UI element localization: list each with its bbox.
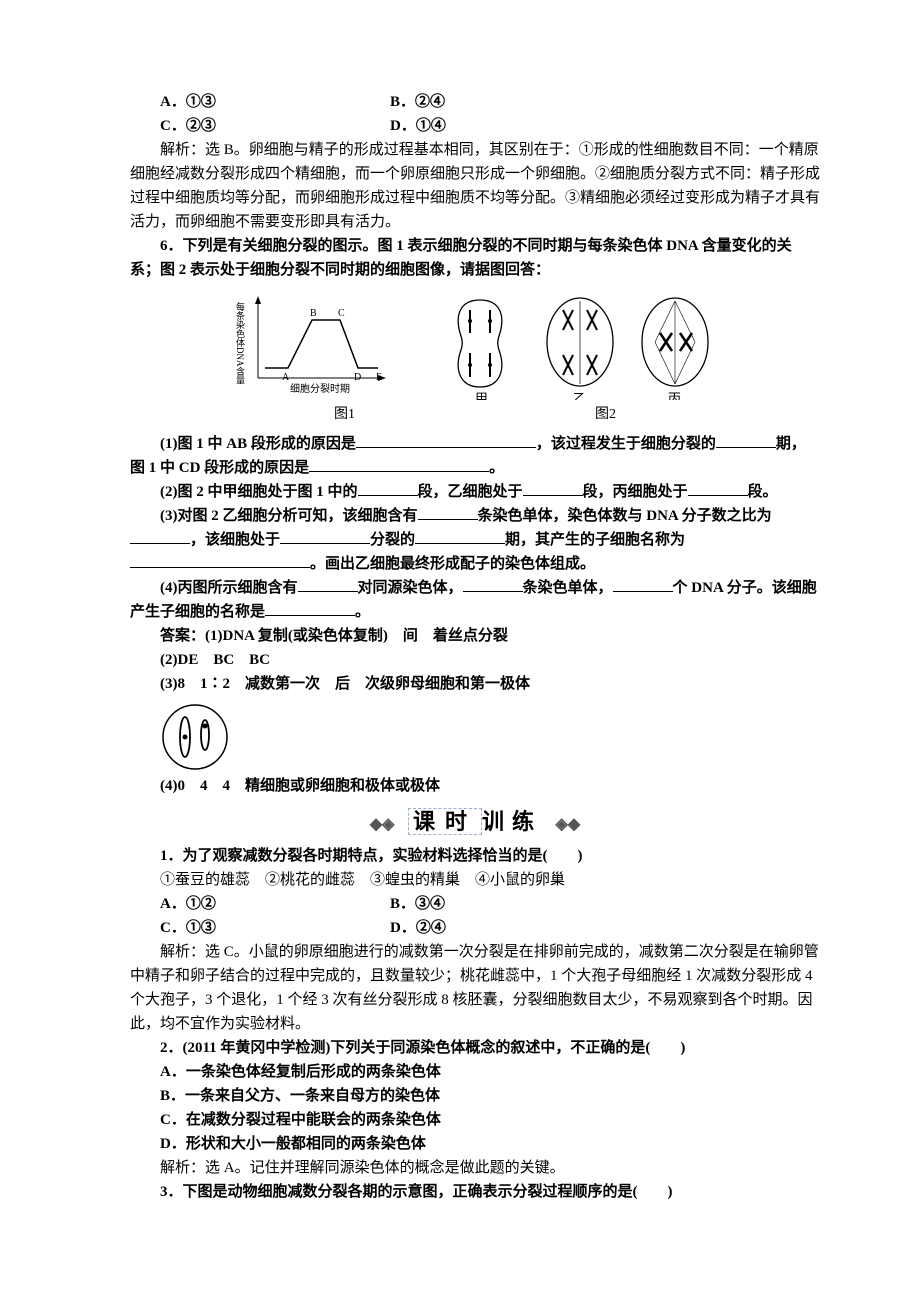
t: ，该过程发生于细胞分裂的	[536, 436, 716, 452]
figure-captions: 图1 图2	[130, 404, 820, 426]
title-boxed: 课时	[408, 808, 482, 835]
blank	[298, 576, 358, 592]
q1-A: A．①②	[130, 892, 390, 916]
t: 段，丙细胞处于	[583, 484, 688, 500]
svg-text:丙: 丙	[668, 391, 681, 400]
blank	[463, 576, 523, 592]
optD: D．①④	[390, 114, 446, 138]
t: 分裂的	[370, 532, 415, 548]
blank	[688, 480, 748, 496]
svg-text:C: C	[338, 308, 345, 319]
blank	[130, 552, 310, 568]
figure2-cells: 甲 乙 丙	[440, 290, 720, 400]
t: 段。	[748, 484, 778, 500]
section-title: ◆◈ 课时训练 ◈◆	[130, 804, 820, 839]
q1-stem: 1．为了观察减数分裂各时期特点，实验材料选择恰当的是( )	[130, 844, 820, 868]
q2-A: A．一条染色体经复制后形成的两条染色体	[130, 1060, 820, 1084]
q3-stem: 3．下图是动物细胞减数分裂各期的示意图，正确表示分裂过程顺序的是( )	[130, 1180, 820, 1204]
title2: 训练	[482, 809, 542, 834]
q2-explain: 解析：选 A。记住并理解同源染色体的概念是做此题的关键。	[130, 1156, 820, 1180]
q6-ans3: (3)8 1∶2 减数第一次 后 次级卵母细胞和第一极体	[130, 672, 820, 696]
blank	[418, 504, 478, 520]
q1-items: ①蚕豆的雄蕊 ②桃花的雌蕊 ③蝗虫的精巢 ④小鼠的卵巢	[130, 868, 820, 892]
q1-D: D．②④	[390, 916, 446, 940]
t: 。画出乙细胞最终形成配子的染色体组成。	[310, 556, 595, 572]
blank	[358, 480, 418, 496]
t: 。	[489, 460, 504, 476]
t: 对同源染色体，	[358, 580, 463, 596]
blank	[613, 576, 673, 592]
blank	[415, 528, 505, 544]
q6-sub3: (3)对图 2 乙细胞分析可知，该细胞含有 条染色单体，染色体数与 DNA 分子数…	[130, 504, 820, 576]
svg-text:甲: 甲	[475, 391, 488, 400]
q1-B: B．③④	[390, 892, 445, 916]
t: ，该细胞处于	[190, 532, 280, 548]
svg-text:D: D	[354, 372, 361, 383]
q6-ans2: (2)DE BC BC	[130, 648, 820, 672]
t: 段，乙细胞处于	[418, 484, 523, 500]
fig1-cap: 图1	[334, 404, 355, 426]
t: 。	[355, 604, 370, 620]
q6-stem: 6．下列是有关细胞分裂的图示。图 1 表示细胞分裂的不同时期与每条染色体 DNA…	[130, 234, 820, 282]
diamond-icon: ◆◈	[370, 816, 395, 833]
q2-B: B．一条来自父方、一条来自母方的染色体	[130, 1084, 820, 1108]
q2-C: C．在减数分裂过程中能联会的两条染色体	[130, 1108, 820, 1132]
svg-text:每条染色体DNA含量: 每条染色体DNA含量	[235, 301, 245, 385]
figure1-chart: 每条染色体DNA含量 A B C D E 细胞分裂时期	[230, 290, 390, 400]
q6-sub4: (4)丙图所示细胞含有对同源染色体，条染色单体，个 DNA 分子。该细胞产生子细…	[130, 576, 820, 624]
blank	[356, 432, 536, 448]
q6-ans4: (4)0 4 4 精细胞或卵细胞和极体或极体	[130, 774, 820, 798]
t: 条染色单体，	[523, 580, 613, 596]
blank	[523, 480, 583, 496]
optC: C．②③	[130, 114, 390, 138]
q6-ans1: 答案：(1)DNA 复制(或染色体复制) 间 着丝点分裂	[130, 624, 820, 648]
svg-text:细胞分裂时期: 细胞分裂时期	[290, 382, 350, 395]
q2-stem: 2．(2011 年黄冈中学检测)下列关于同源染色体概念的叙述中，不正确的是( )	[130, 1036, 820, 1060]
svg-text:乙: 乙	[573, 391, 586, 400]
t: (4)丙图所示细胞含有	[160, 580, 298, 596]
optB: B．②④	[390, 90, 445, 114]
q1-C: C．①③	[130, 916, 390, 940]
blank	[716, 432, 776, 448]
figure-row: 每条染色体DNA含量 A B C D E 细胞分裂时期 甲	[130, 290, 820, 400]
t: (1)DNA 复制(或染色体复制) 间 着丝点分裂	[205, 628, 508, 644]
svg-text:E: E	[376, 372, 382, 383]
t: 答案：	[160, 628, 205, 644]
svg-text:A: A	[282, 372, 290, 383]
q1-explain: 解析：选 C。小鼠的卵原细胞进行的减数第一次分裂是在排卵前完成的，减数第二次分裂…	[130, 940, 820, 1036]
t: (2)图 2 中甲细胞处于图 1 中的	[160, 484, 358, 500]
optA: A．①③	[130, 90, 390, 114]
blank	[280, 528, 370, 544]
blank	[130, 528, 190, 544]
prev-explain: 解析：选 B。卵细胞与精子的形成过程基本相同，其区别在于：①形成的性细胞数目不同…	[130, 138, 820, 234]
q2-D: D．形状和大小一般都相同的两条染色体	[130, 1132, 820, 1156]
diamond-icon: ◈◆	[556, 816, 581, 833]
blank	[265, 600, 355, 616]
q6-sub2: (2)图 2 中甲细胞处于图 1 中的 段，乙细胞处于 段，丙细胞处于 段。	[130, 480, 820, 504]
q6-sub1: (1)图 1 中 AB 段形成的原因是，该过程发生于细胞分裂的期，图 1 中 C…	[130, 432, 820, 480]
answer-cell-drawing	[160, 702, 820, 772]
blank	[309, 456, 489, 472]
t: (3)对图 2 乙细胞分析可知，该细胞含有	[160, 508, 418, 524]
t: (1)图 1 中 AB 段形成的原因是	[160, 436, 356, 452]
fig2-cap: 图2	[595, 404, 616, 426]
t: 条染色单体，染色体数与 DNA 分子数之比为	[478, 508, 772, 524]
t: 期，其产生的子细胞名称为	[505, 532, 685, 548]
svg-text:B: B	[310, 308, 317, 319]
